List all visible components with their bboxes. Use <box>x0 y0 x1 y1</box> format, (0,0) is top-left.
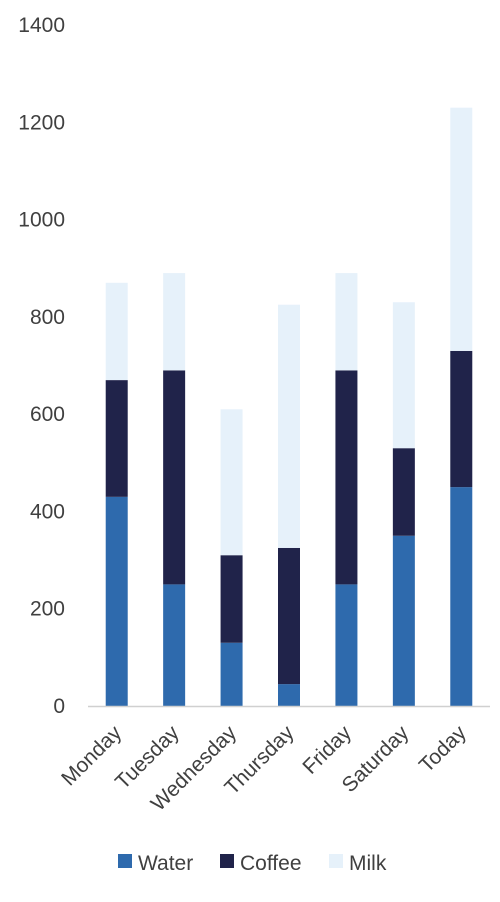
legend: Water Coffee Milk <box>118 852 387 875</box>
bar-water-friday <box>335 584 358 706</box>
bar-coffee-today <box>450 350 473 488</box>
bar-milk-thursday <box>278 304 300 548</box>
bar-stacks <box>105 107 473 706</box>
y-tick-label: 1200 <box>18 111 65 134</box>
bar-coffee-monday <box>105 380 128 497</box>
y-tick-label: 400 <box>30 500 65 523</box>
bar-milk-friday <box>335 273 358 371</box>
bar-milk-tuesday <box>163 273 186 371</box>
legend-label-milk: Milk <box>349 852 387 875</box>
bar-coffee-saturday <box>392 448 415 536</box>
bar-water-wednesday <box>220 642 243 706</box>
y-axis-tick-labels: 0 200 400 600 800 1000 1200 1400 <box>18 14 65 718</box>
bar-water-today <box>450 487 473 706</box>
legend-label-water: Water <box>138 852 193 875</box>
bar-milk-today <box>450 107 473 351</box>
y-tick-label: 800 <box>30 306 65 329</box>
bar-milk-wednesday <box>220 409 243 556</box>
bar-water-saturday <box>392 535 415 706</box>
x-tick-label: Today <box>415 721 471 777</box>
y-tick-label: 1400 <box>18 14 65 37</box>
legend-swatch-coffee <box>220 854 234 868</box>
legend-swatch-milk <box>329 854 343 868</box>
bar-water-thursday <box>278 684 300 706</box>
bar-coffee-wednesday <box>220 555 243 643</box>
y-tick-label: 1000 <box>18 209 65 232</box>
y-tick-label: 200 <box>30 598 65 621</box>
bar-water-monday <box>105 496 128 706</box>
bar-coffee-thursday <box>278 547 300 685</box>
bar-milk-monday <box>105 282 128 381</box>
y-tick-label: 600 <box>30 403 65 426</box>
y-tick-label: 0 <box>53 695 65 718</box>
bar-milk-saturday <box>392 302 415 449</box>
legend-swatch-water <box>118 854 132 868</box>
legend-label-coffee: Coffee <box>240 852 302 875</box>
bar-coffee-friday <box>335 370 358 585</box>
bar-coffee-tuesday <box>163 370 186 585</box>
bar-water-tuesday <box>163 584 186 706</box>
